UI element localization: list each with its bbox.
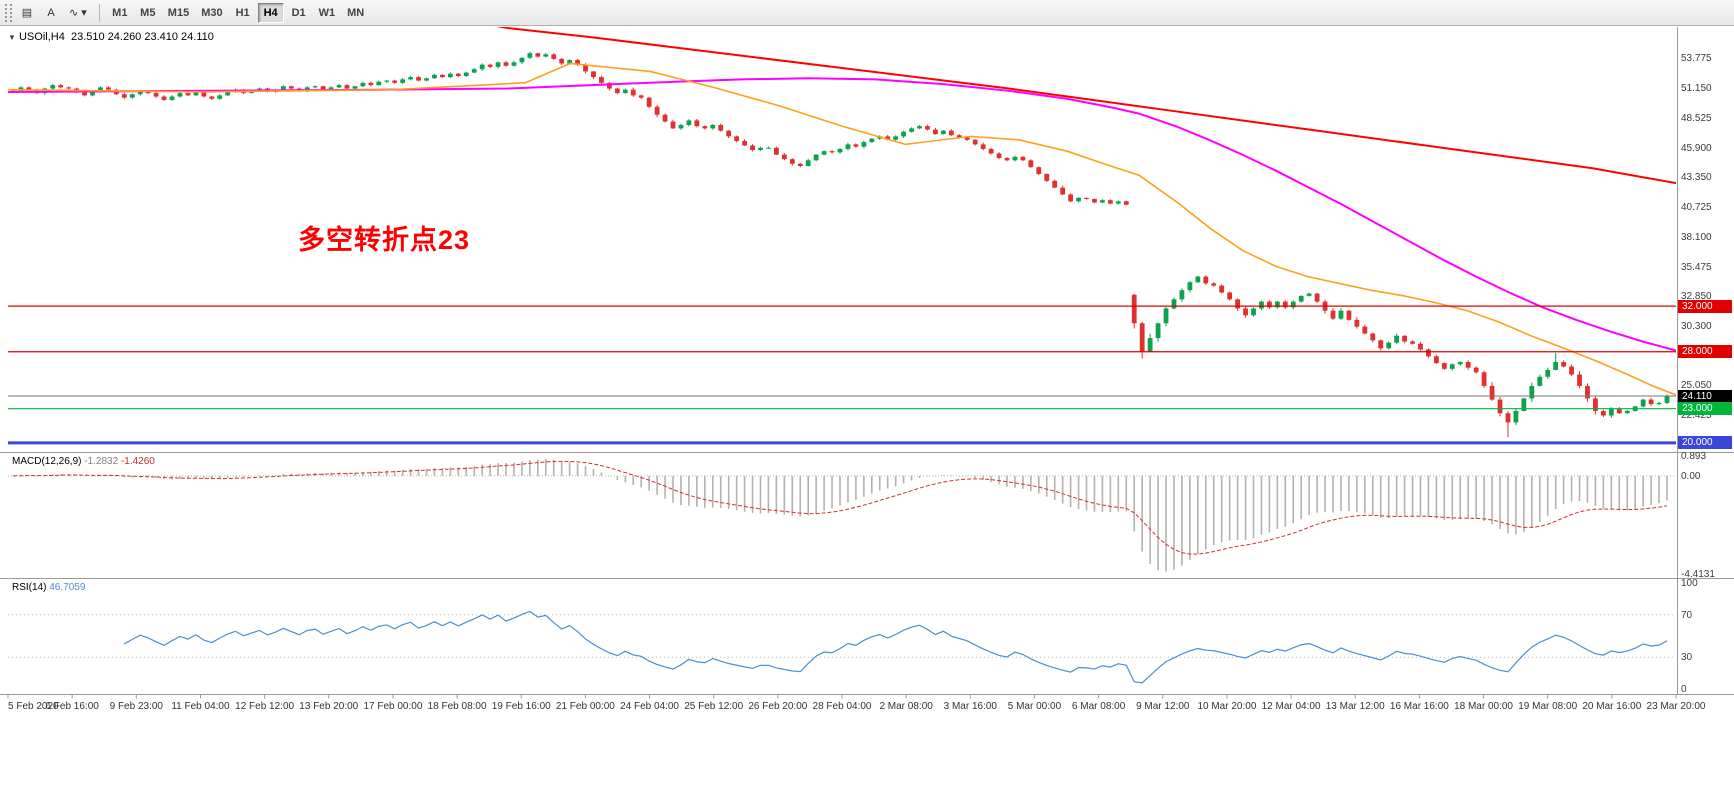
time-axis-label: 23 Mar 20:00 — [1646, 701, 1706, 712]
price-axis-label: 25.050 — [1681, 380, 1712, 392]
macd-name: MACD(12,26,9) — [12, 456, 82, 467]
macd-label: MACD(12,26,9) -1.2832 -1.4260 — [12, 456, 155, 467]
tool-buttons: ▤ A ∿ ▾ — [15, 2, 93, 23]
symbol-title: ▼ USOil,H4 23.510 24.260 23.410 24.110 — [8, 31, 214, 43]
time-axis-label: 19 Feb 16:00 — [491, 701, 551, 712]
time-axis-label: 10 Mar 20:00 — [1197, 701, 1257, 712]
time-axis-label: 20 Mar 16:00 — [1582, 701, 1642, 712]
annotate-a-button[interactable]: A — [40, 3, 62, 23]
rsi-axis-label: 30 — [1681, 652, 1693, 664]
tf-button-h4[interactable]: H4 — [257, 2, 284, 23]
toolbar-separator — [98, 3, 100, 22]
tf-button-w1[interactable]: W1 — [314, 3, 341, 23]
time-axis-label: 19 Mar 08:00 — [1518, 701, 1578, 712]
rsi-axis-label: 0 — [1681, 684, 1687, 695]
timeframe-buttons: M1 M5 M15 M30 H1 H4 D1 W1 MN — [106, 2, 370, 23]
price-axis-label: 43.350 — [1681, 171, 1712, 183]
tf-button-m15[interactable]: M15 — [163, 3, 194, 23]
price-axis-label: 35.475 — [1681, 261, 1712, 273]
price-badge-24.110: 24.110 — [1678, 389, 1732, 403]
price-axis-label: 51.150 — [1681, 82, 1712, 94]
time-axis-label: 21 Feb 00:00 — [555, 701, 615, 712]
price-axis-label: 22.425 — [1681, 410, 1712, 422]
price-axis-label: 40.725 — [1681, 201, 1712, 213]
symbol-timeframe: USOil,H4 — [18, 31, 65, 43]
price-axis-label: 32.850 — [1681, 291, 1712, 303]
candlestick-layer — [8, 27, 1676, 438]
ma-long-red — [496, 27, 1676, 185]
price-axis-label: 48.525 — [1681, 112, 1712, 124]
time-axis-label: 9 Mar 12:00 — [1136, 701, 1190, 712]
price-axis-label: 45.900 — [1681, 142, 1712, 154]
chart-dropdown-icon[interactable]: ▼ — [8, 33, 16, 42]
time-axis-label: 18 Feb 08:00 — [427, 701, 487, 712]
toolbar-grip[interactable] — [5, 3, 12, 22]
tf-button-m1[interactable]: M1 — [107, 3, 133, 23]
chart-list-icon[interactable]: ▤ — [16, 2, 38, 22]
tf-button-d1[interactable]: D1 — [286, 3, 312, 23]
price-badge-23.000: 23.000 — [1678, 402, 1732, 416]
tf-button-m30[interactable]: M30 — [196, 3, 227, 23]
toolbar: ▤ A ∿ ▾ M1 M5 M15 M30 H1 H4 D1 W1 MN — [0, 0, 1734, 26]
rsi-axis-label: 100 — [1681, 578, 1698, 589]
time-axis-label: 12 Mar 04:00 — [1261, 701, 1321, 712]
time-axis-label: 17 Feb 00:00 — [363, 701, 423, 712]
time-axis-label: 11 Feb 04:00 — [171, 701, 230, 712]
rsi-line — [124, 610, 1668, 684]
rsi-name: RSI(14) — [12, 582, 47, 593]
macd-main-value: -1.2832 — [84, 456, 119, 467]
time-axis-label: 13 Feb 20:00 — [299, 701, 359, 712]
macd-signal-value: -1.4260 — [120, 456, 155, 467]
time-axis-label: 2 Mar 08:00 — [879, 701, 933, 712]
macd-axis-label: 0.00 — [1681, 470, 1701, 482]
tf-button-m5[interactable]: M5 — [135, 3, 161, 23]
macd-signal-line — [12, 460, 1668, 555]
time-axis-label: 26 Feb 20:00 — [748, 701, 808, 712]
tf-button-mn[interactable]: MN — [342, 3, 369, 23]
time-axis-label: 16 Mar 16:00 — [1389, 701, 1449, 712]
price-axis-label: 38.100 — [1681, 231, 1712, 243]
price-badge-32.000: 32.000 — [1678, 299, 1732, 313]
indicator-dropdown[interactable]: ∿ ▾ — [64, 2, 92, 22]
price-axis-label: 53.775 — [1681, 53, 1712, 65]
rsi-axis-label: 70 — [1681, 609, 1693, 621]
macd-axis-label: -4.4131 — [1681, 569, 1715, 580]
macd-layer — [8, 459, 1676, 572]
time-axis-label: 3 Mar 16:00 — [943, 701, 997, 712]
rsi-layer — [8, 610, 1676, 684]
time-axis-label: 13 Mar 12:00 — [1325, 701, 1385, 712]
rsi-label: RSI(14) 46.7059 — [12, 582, 85, 593]
time-axis-label: 9 Feb 23:00 — [109, 701, 163, 712]
time-axis-label: 12 Feb 12:00 — [235, 701, 295, 712]
time-axis-label: 18 Mar 00:00 — [1454, 701, 1513, 712]
time-axis-label: 6 Feb 16:00 — [45, 701, 99, 712]
time-axis-label: 24 Feb 04:00 — [620, 701, 679, 712]
time-axis-label: 28 Feb 04:00 — [812, 701, 872, 712]
ma-slow-magenta — [8, 77, 1676, 352]
rsi-value: 46.7059 — [49, 582, 86, 593]
ohlc-readout: 23.510 24.260 23.410 24.110 — [70, 31, 214, 43]
price-badge-28.000: 28.000 — [1678, 345, 1732, 359]
chart-annotation-text[interactable]: 多空转折点23 — [298, 225, 471, 255]
price-axis-label: 30.300 — [1681, 320, 1712, 332]
time-axis-label: 25 Feb 12:00 — [684, 701, 744, 712]
ma-fast-orange — [8, 62, 1676, 396]
macd-axis-label: 0.893 — [1681, 451, 1707, 462]
time-axis-label: 5 Feb 2020 — [8, 701, 59, 712]
time-axis-label: 5 Mar 00:00 — [1007, 701, 1062, 712]
tf-button-h1[interactable]: H1 — [230, 3, 256, 23]
time-axis-label: 6 Mar 08:00 — [1071, 701, 1126, 712]
price-badge-20.000: 20.000 — [1678, 436, 1732, 450]
